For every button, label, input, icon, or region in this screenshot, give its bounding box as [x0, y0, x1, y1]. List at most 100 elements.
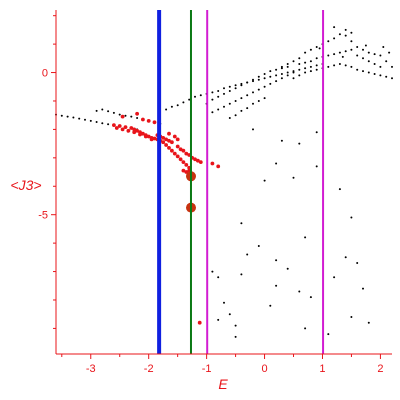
data-point-s0-106: [362, 48, 364, 51]
data-point-s1-44: [196, 158, 200, 163]
data-point-s0-95: [298, 57, 301, 60]
data-point-s0-136: [333, 53, 336, 56]
data-point-s0-166: [304, 236, 307, 239]
data-point-s0-133: [315, 57, 318, 60]
data-point-s1-19: [149, 137, 154, 142]
data-point-s1-18: [143, 134, 148, 139]
data-point-s0-185: [367, 321, 370, 324]
data-point-s0-186: [304, 327, 307, 330]
data-point-s1-27: [178, 157, 183, 162]
data-point-s1-39: [181, 148, 186, 153]
data-point-s0-159: [309, 296, 312, 299]
data-point-s0-130: [298, 63, 301, 65]
data-point-s0-89: [252, 102, 254, 105]
data-point-s0-38: [228, 85, 231, 88]
data-point-s0-77: [252, 91, 254, 94]
data-point-s0-148: [318, 47, 321, 50]
data-point-s1-26: [175, 154, 180, 159]
data-point-s0-8: [101, 122, 104, 125]
data-point-s0-4: [78, 117, 81, 120]
data-point-s1-9: [146, 134, 151, 139]
data-point-s0-103: [344, 34, 347, 37]
data-point-s0-71: [217, 108, 220, 111]
data-point-s1-5: [135, 128, 140, 133]
data-point-s0-30: [182, 101, 185, 104]
data-point-s0-72: [223, 105, 225, 108]
data-point-s1-13: [114, 126, 119, 130]
data-point-s0-176: [315, 131, 318, 134]
data-point-s1-49: [135, 111, 140, 116]
data-point-s0-39: [234, 84, 237, 87]
data-point-s0-158: [298, 290, 301, 293]
y-axis-title: <J3>: [10, 177, 41, 193]
data-point-s0-67: [275, 68, 278, 71]
data-point-s0-147: [333, 26, 336, 29]
data-point-s0-84: [292, 71, 295, 74]
data-point-s0-132: [309, 60, 312, 63]
data-point-s0-61: [240, 84, 243, 87]
data-point-s1-11: [152, 136, 157, 141]
data-point-s0-169: [344, 256, 347, 259]
x-tick-label: 0: [261, 363, 267, 375]
data-point-s0-17: [107, 110, 110, 113]
data-point-s0-31: [188, 98, 191, 101]
data-point-s0-65: [263, 73, 266, 75]
data-point-s1-28: [181, 160, 186, 165]
data-point-s1-24: [170, 148, 174, 153]
data-point-s0-150: [364, 44, 367, 47]
data-point-s0-45: [269, 75, 272, 78]
data-point-s0-16: [101, 108, 104, 111]
data-point-s0-168: [350, 216, 353, 219]
data-point-s0-79: [263, 85, 266, 88]
data-point-s0-92: [280, 65, 283, 68]
data-point-s0-58: [223, 92, 225, 95]
data-point-s0-75: [240, 97, 243, 100]
data-point-s1-29: [184, 163, 189, 167]
data-point-s0-66: [269, 70, 272, 73]
data-point-s1-22: [164, 143, 169, 147]
data-point-s1-14: [120, 127, 125, 132]
data-point-s0-109: [379, 54, 382, 57]
x-tick-label: -1: [202, 363, 212, 375]
data-point-s0-100: [327, 40, 330, 43]
data-point-s0-118: [327, 65, 330, 68]
data-point-s0-36: [217, 90, 220, 92]
data-point-s0-32: [194, 95, 196, 98]
data-point-s0-18: [112, 111, 115, 114]
data-point-s0-111: [391, 65, 393, 68]
data-point-s0-105: [356, 46, 359, 48]
data-point-s0-162: [211, 270, 214, 273]
data-point-s0-122: [350, 65, 353, 68]
data-point-s1-54: [210, 161, 215, 166]
data-point-s0-127: [379, 74, 382, 77]
data-point-s0-128: [385, 75, 388, 78]
data-point-s0-87: [240, 109, 243, 112]
data-point-s0-29: [176, 104, 179, 107]
data-point-s0-155: [286, 267, 289, 270]
data-point-s0-80: [269, 82, 272, 85]
data-point-s0-22: [136, 117, 139, 119]
data-point-s0-139: [350, 48, 353, 51]
data-point-s0-91: [263, 97, 266, 100]
data-point-s1-21: [161, 140, 166, 145]
data-point-s0-85: [228, 117, 231, 119]
data-point-s1-34: [164, 137, 169, 142]
data-point-s0-81: [275, 80, 278, 83]
data-point-s0-96: [304, 51, 307, 54]
data-point-s0-115: [309, 70, 312, 73]
data-point-s0-179: [240, 222, 243, 225]
data-point-s1-55: [216, 164, 221, 169]
data-point-s0-19: [118, 113, 121, 116]
data-point-s0-88: [246, 107, 249, 110]
data-point-s0-104: [350, 40, 353, 43]
y-tick-label: -5: [38, 210, 48, 222]
data-point-s0-160: [228, 313, 231, 316]
data-point-s0-44: [263, 77, 266, 80]
data-point-s0-57: [217, 95, 220, 98]
data-point-s0-101: [333, 37, 336, 40]
data-point-s0-145: [344, 28, 347, 31]
data-point-s0-64: [257, 75, 260, 78]
data-point-s1-37: [175, 144, 180, 149]
data-point-s0-108: [373, 53, 376, 56]
